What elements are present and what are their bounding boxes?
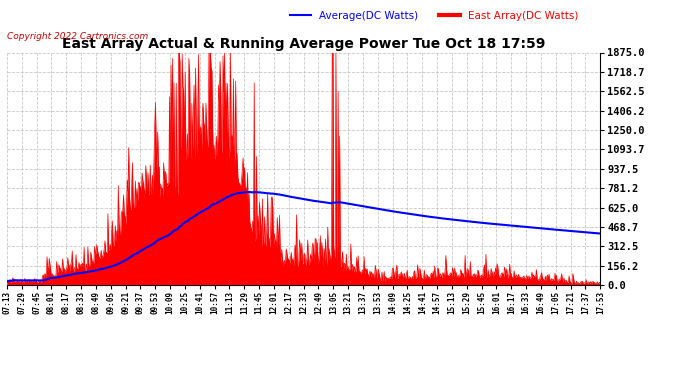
Title: East Array Actual & Running Average Power Tue Oct 18 17:59: East Array Actual & Running Average Powe… — [62, 38, 545, 51]
Legend: Average(DC Watts), East Array(DC Watts): Average(DC Watts), East Array(DC Watts) — [286, 6, 582, 25]
Text: Copyright 2022 Cartronics.com: Copyright 2022 Cartronics.com — [7, 32, 148, 41]
